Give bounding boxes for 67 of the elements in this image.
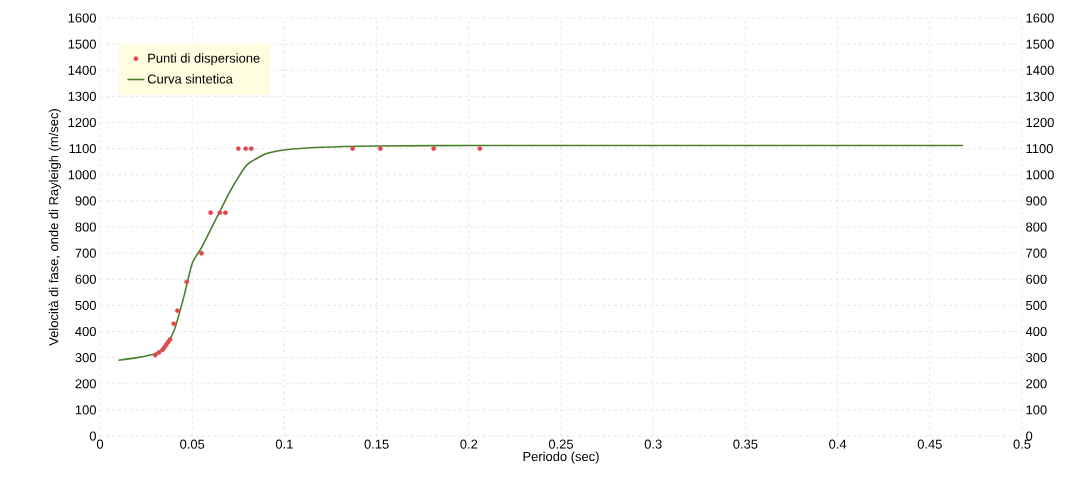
- y-tick-label: 0: [89, 431, 96, 441]
- y2-tick-label: 100: [1026, 405, 1047, 415]
- x-axis-title: Periodo (sec): [523, 451, 599, 464]
- y2-tick-label: 400: [1025, 326, 1047, 337]
- point: [350, 146, 356, 152]
- y2-tick-label: 0: [1026, 431, 1033, 441]
- y2-tick-label: 900: [1026, 196, 1047, 206]
- y-tick-label: 1300: [68, 91, 96, 101]
- y-tick-label: 1000: [68, 170, 96, 180]
- point: [248, 146, 254, 152]
- y-tick-label: 1500: [68, 39, 96, 49]
- y2-tick-label: 1000: [1026, 170, 1054, 180]
- y-tick-label: 200: [75, 379, 96, 389]
- point: [156, 350, 162, 355]
- y2-tick-label: 1100: [1026, 144, 1053, 154]
- point: [184, 279, 190, 285]
- point: [167, 336, 173, 342]
- x-tick-label: 0: [96, 439, 104, 449]
- point: [171, 321, 177, 327]
- y-tick-label: 800: [75, 222, 96, 232]
- y-tick-label: 1600: [68, 13, 96, 23]
- x-tick-label: 0.4: [829, 439, 847, 449]
- y2-tick-label: 1400: [1026, 65, 1054, 75]
- y-tick-label: 300: [75, 353, 96, 363]
- y2-tick-label: 1500: [1026, 39, 1054, 49]
- point: [152, 352, 158, 358]
- y2-tick-label: 500: [1026, 300, 1047, 310]
- y-tick-label: 1400: [68, 65, 96, 75]
- y-tick-label: 1200: [68, 117, 96, 128]
- y2-tick-label: 600: [1026, 274, 1047, 284]
- x-tick-label: 0.35: [733, 439, 758, 449]
- x-tick-label: 0.1: [275, 439, 293, 449]
- y-tick-label: 500: [75, 300, 96, 310]
- y2-tick-label: 800: [1026, 222, 1047, 232]
- point: [208, 210, 214, 216]
- x-tick-label: 0.25: [548, 439, 574, 449]
- legend-label: Punti di dispersione: [148, 53, 260, 66]
- y2-tick-label: 700: [1026, 248, 1047, 258]
- y2-tick-label: 1300: [1026, 91, 1054, 101]
- x-tick-label: 0.05: [180, 439, 205, 449]
- point: [243, 146, 249, 152]
- y2-tick-label: 200: [1026, 379, 1047, 389]
- y-tick-label: 600: [75, 274, 96, 284]
- point: [377, 146, 383, 152]
- point: [223, 210, 228, 216]
- point: [199, 250, 204, 256]
- y-tick-label: 700: [75, 248, 96, 258]
- x-tick-label: 0.2: [460, 439, 478, 449]
- y2-tick-label: 1200: [1026, 117, 1054, 128]
- line-series: [117, 144, 964, 362]
- y2-tick-label: 300: [1026, 353, 1047, 363]
- x-tick-label: 0.15: [364, 439, 389, 449]
- y-tick-label: 400: [75, 326, 96, 337]
- point: [477, 146, 483, 152]
- point: [235, 146, 241, 152]
- point: [217, 210, 223, 216]
- y-tick-label: 1100: [69, 144, 96, 154]
- y2-tick-label: 1600: [1026, 13, 1054, 23]
- y-tick-label: 100: [75, 405, 96, 415]
- point: [431, 146, 437, 152]
- x-tick-label: 0.45: [917, 439, 942, 449]
- x-tick-label: 0.5: [1013, 439, 1031, 449]
- y-axis-title: Velocità di fase, onde di Rayleigh (m/sec): [48, 109, 61, 346]
- x-tick-label: 0.3: [644, 439, 662, 449]
- y-tick-label: 900: [75, 196, 96, 206]
- point: [175, 308, 180, 313]
- legend-label: Curva sintetica: [147, 74, 233, 84]
